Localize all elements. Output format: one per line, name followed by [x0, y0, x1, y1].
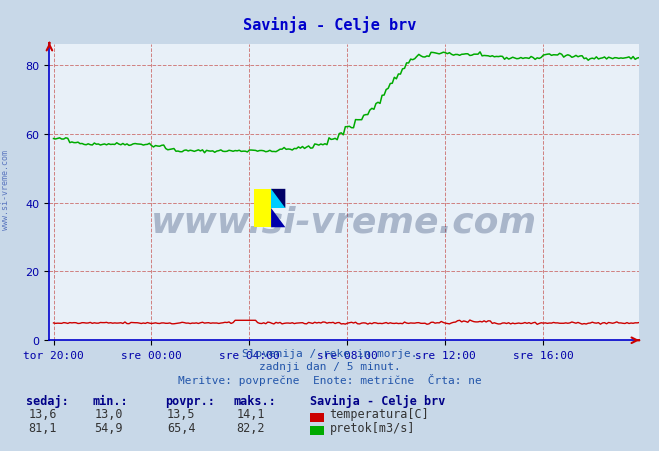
Text: 14,1: 14,1	[236, 407, 265, 420]
Text: 54,9: 54,9	[94, 421, 123, 434]
Text: www.si-vreme.com: www.si-vreme.com	[152, 205, 537, 239]
Text: www.si-vreme.com: www.si-vreme.com	[1, 150, 10, 229]
Text: pretok[m3/s]: pretok[m3/s]	[330, 421, 415, 434]
Text: 82,2: 82,2	[236, 421, 265, 434]
Text: 81,1: 81,1	[28, 421, 57, 434]
Text: povpr.:: povpr.:	[165, 394, 215, 407]
Text: 13,5: 13,5	[167, 407, 196, 420]
Text: sedaj:: sedaj:	[26, 394, 69, 407]
Text: min.:: min.:	[92, 394, 128, 407]
Text: Meritve: povprečne  Enote: metrične  Črta: ne: Meritve: povprečne Enote: metrične Črta:…	[178, 373, 481, 386]
Text: maks.:: maks.:	[234, 394, 277, 407]
Text: 65,4: 65,4	[167, 421, 196, 434]
Text: Savinja - Celje brv: Savinja - Celje brv	[243, 16, 416, 32]
Text: 13,6: 13,6	[28, 407, 57, 420]
Text: 13,0: 13,0	[94, 407, 123, 420]
Text: temperatura[C]: temperatura[C]	[330, 407, 429, 420]
Text: zadnji dan / 5 minut.: zadnji dan / 5 minut.	[258, 361, 401, 371]
Text: Savinja - Celje brv: Savinja - Celje brv	[310, 394, 445, 407]
Text: Slovenija / reke in morje.: Slovenija / reke in morje.	[242, 348, 417, 358]
